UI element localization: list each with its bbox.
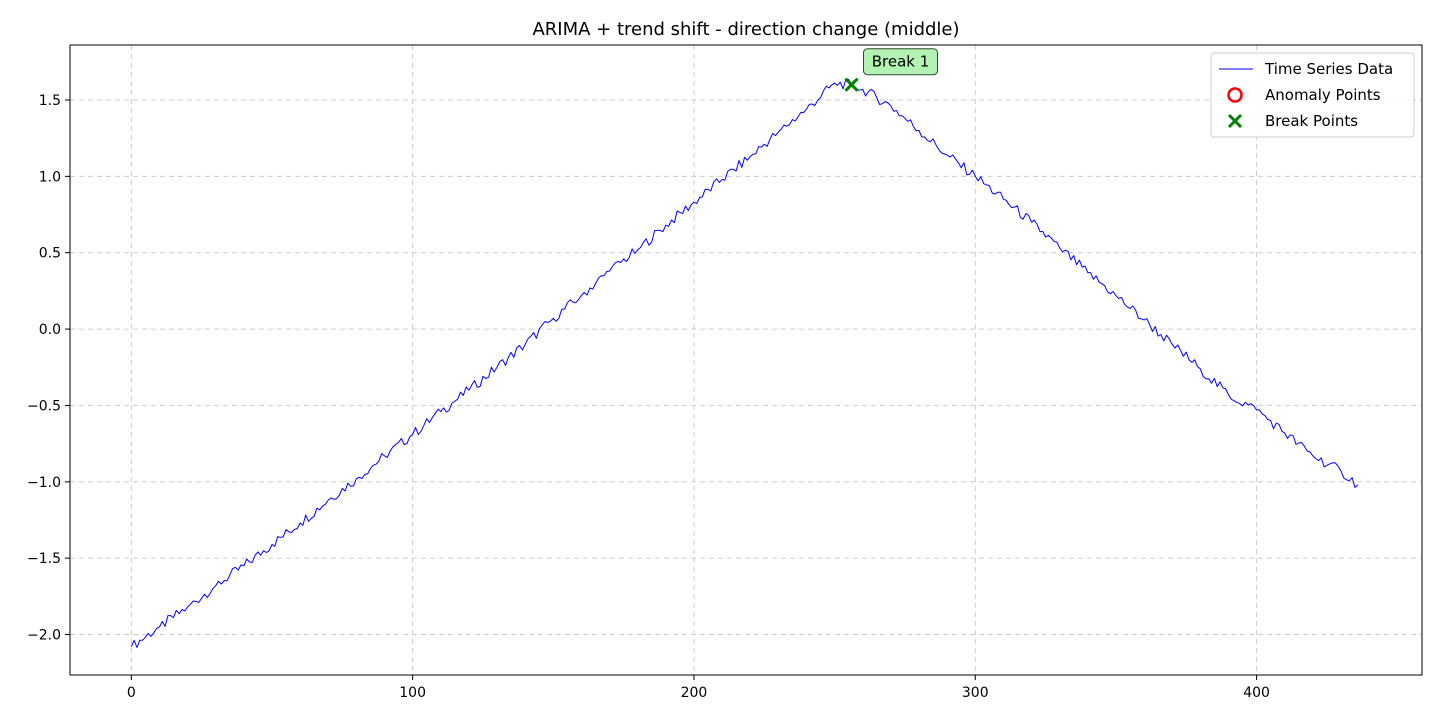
legend-box [1210, 52, 1415, 138]
axes: 0 100 200 300 400 −2.0 −1.5 −1.0 −0.5 0.0 0.5 1.0 1.… [27, 44, 1423, 701]
legend-label: Time Series Data [1264, 60, 1393, 78]
series-line [130, 78, 1359, 648]
y-tick-label: 1.5 [39, 93, 61, 109]
y-tick-label: 1.0 [39, 169, 61, 185]
y-tick-label: −1.5 [27, 551, 61, 567]
break-label-box [862, 48, 938, 76]
x-tick-label: 200 [681, 685, 708, 701]
series-layer [130, 78, 1359, 648]
x-tick-label: 100 [399, 685, 426, 701]
y-tick-label: 0.5 [39, 246, 61, 262]
chart-title: ARIMA + trend shift - direction change (… [532, 19, 959, 40]
grid-lines [70, 45, 1422, 675]
break-point-marker [844, 77, 859, 92]
legend-label: Anomaly Points [1265, 86, 1381, 104]
markers-layer: Break 1 [844, 48, 938, 92]
legend-circle-swatch [1227, 87, 1243, 103]
x-tick-label: 0 [127, 685, 136, 701]
legend-x-stroke [1227, 113, 1243, 129]
x-tick-label: 300 [962, 685, 989, 701]
plot-frame [69, 44, 1423, 676]
legend-label: Break Points [1265, 112, 1358, 130]
y-tick-label: −1.0 [27, 475, 61, 491]
x-tick-label: 400 [1243, 685, 1270, 701]
y-tick-label: −0.5 [27, 398, 61, 414]
legend-x-swatch [1227, 113, 1243, 129]
break-label: Break 1 [872, 53, 930, 71]
break-point-stroke [844, 77, 859, 92]
y-tick-label: 0.0 [39, 322, 61, 338]
legend: Time Series Data Anomaly Points Break Poin… [1210, 52, 1415, 138]
y-tick-label: −2.0 [27, 628, 61, 644]
